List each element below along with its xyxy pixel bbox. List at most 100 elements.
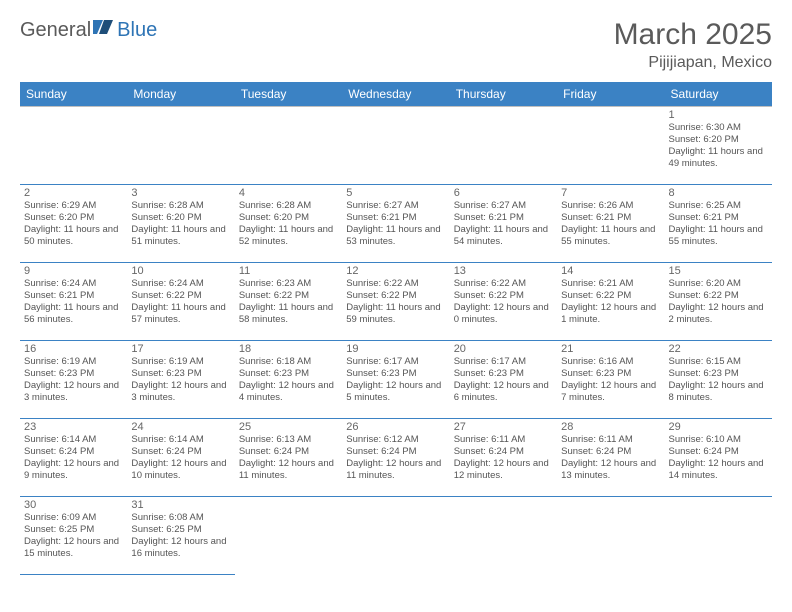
day-cell bbox=[665, 497, 772, 575]
day-cell: 7Sunrise: 6:26 AMSunset: 6:21 PMDaylight… bbox=[557, 185, 664, 263]
day-info: Sunrise: 6:15 AMSunset: 6:23 PMDaylight:… bbox=[669, 356, 768, 404]
day-cell bbox=[450, 497, 557, 575]
week-row: 30Sunrise: 6:09 AMSunset: 6:25 PMDayligh… bbox=[20, 497, 772, 575]
day-number: 3 bbox=[131, 187, 230, 199]
day-cell: 21Sunrise: 6:16 AMSunset: 6:23 PMDayligh… bbox=[557, 341, 664, 419]
day-info: Sunrise: 6:30 AMSunset: 6:20 PMDaylight:… bbox=[669, 122, 768, 170]
logo-text-blue: Blue bbox=[117, 19, 157, 42]
day-info: Sunrise: 6:13 AMSunset: 6:24 PMDaylight:… bbox=[239, 434, 338, 482]
day-info: Sunrise: 6:12 AMSunset: 6:24 PMDaylight:… bbox=[346, 434, 445, 482]
day-info: Sunrise: 6:11 AMSunset: 6:24 PMDaylight:… bbox=[561, 434, 660, 482]
day-info: Sunrise: 6:27 AMSunset: 6:21 PMDaylight:… bbox=[346, 200, 445, 248]
day-cell: 23Sunrise: 6:14 AMSunset: 6:24 PMDayligh… bbox=[20, 419, 127, 497]
day-cell bbox=[20, 107, 127, 185]
day-header: Sunday bbox=[20, 82, 127, 107]
day-cell bbox=[235, 107, 342, 185]
day-info: Sunrise: 6:22 AMSunset: 6:22 PMDaylight:… bbox=[346, 278, 445, 326]
day-info: Sunrise: 6:17 AMSunset: 6:23 PMDaylight:… bbox=[346, 356, 445, 404]
day-number: 9 bbox=[24, 265, 123, 277]
day-number: 19 bbox=[346, 343, 445, 355]
day-number: 6 bbox=[454, 187, 553, 199]
day-number: 17 bbox=[131, 343, 230, 355]
day-number: 15 bbox=[669, 265, 768, 277]
logo: General Blue bbox=[20, 18, 157, 42]
day-cell bbox=[342, 497, 449, 575]
day-number: 10 bbox=[131, 265, 230, 277]
day-cell: 5Sunrise: 6:27 AMSunset: 6:21 PMDaylight… bbox=[342, 185, 449, 263]
day-number: 25 bbox=[239, 421, 338, 433]
day-number: 1 bbox=[669, 109, 768, 121]
day-cell: 11Sunrise: 6:23 AMSunset: 6:22 PMDayligh… bbox=[235, 263, 342, 341]
day-header: Tuesday bbox=[235, 82, 342, 107]
day-cell: 14Sunrise: 6:21 AMSunset: 6:22 PMDayligh… bbox=[557, 263, 664, 341]
day-number: 4 bbox=[239, 187, 338, 199]
day-number: 30 bbox=[24, 499, 123, 511]
day-number: 8 bbox=[669, 187, 768, 199]
calendar-table: SundayMondayTuesdayWednesdayThursdayFrid… bbox=[20, 82, 772, 575]
location-label: Pijijiapan, Mexico bbox=[614, 54, 772, 72]
day-cell: 29Sunrise: 6:10 AMSunset: 6:24 PMDayligh… bbox=[665, 419, 772, 497]
day-header: Friday bbox=[557, 82, 664, 107]
day-info: Sunrise: 6:19 AMSunset: 6:23 PMDaylight:… bbox=[131, 356, 230, 404]
day-cell bbox=[450, 107, 557, 185]
day-info: Sunrise: 6:28 AMSunset: 6:20 PMDaylight:… bbox=[239, 200, 338, 248]
day-cell bbox=[557, 107, 664, 185]
week-row: 16 Sunrise: 6:19 AMSunset: 6:23 PMDayligh… bbox=[20, 341, 772, 419]
day-header: Monday bbox=[127, 82, 234, 107]
day-cell: 4Sunrise: 6:28 AMSunset: 6:20 PMDaylight… bbox=[235, 185, 342, 263]
day-cell: 10Sunrise: 6:24 AMSunset: 6:22 PMDayligh… bbox=[127, 263, 234, 341]
day-cell bbox=[557, 497, 664, 575]
day-number: 18 bbox=[239, 343, 338, 355]
day-number: 14 bbox=[561, 265, 660, 277]
day-cell: 30Sunrise: 6:09 AMSunset: 6:25 PMDayligh… bbox=[20, 497, 127, 575]
day-info: Sunrise: 6:24 AMSunset: 6:21 PMDaylight:… bbox=[24, 278, 123, 326]
day-cell: 25Sunrise: 6:13 AMSunset: 6:24 PMDayligh… bbox=[235, 419, 342, 497]
day-cell: 3Sunrise: 6:28 AMSunset: 6:20 PMDaylight… bbox=[127, 185, 234, 263]
day-info: Sunrise: 6:17 AMSunset: 6:23 PMDaylight:… bbox=[454, 356, 553, 404]
header: General Blue March 2025 Pijijiapan, Mexi… bbox=[20, 18, 772, 72]
day-number: 7 bbox=[561, 187, 660, 199]
day-number: 13 bbox=[454, 265, 553, 277]
day-info: Sunrise: 6:28 AMSunset: 6:20 PMDaylight:… bbox=[131, 200, 230, 248]
day-cell: 6Sunrise: 6:27 AMSunset: 6:21 PMDaylight… bbox=[450, 185, 557, 263]
week-row: 23Sunrise: 6:14 AMSunset: 6:24 PMDayligh… bbox=[20, 419, 772, 497]
day-info: Sunrise: 6:14 AMSunset: 6:24 PMDaylight:… bbox=[24, 434, 123, 482]
day-cell: 15Sunrise: 6:20 AMSunset: 6:22 PMDayligh… bbox=[665, 263, 772, 341]
calendar-body: 1Sunrise: 6:30 AMSunset: 6:20 PMDaylight… bbox=[20, 107, 772, 575]
flag-icon bbox=[93, 18, 115, 42]
day-header: Saturday bbox=[665, 82, 772, 107]
day-cell: 28Sunrise: 6:11 AMSunset: 6:24 PMDayligh… bbox=[557, 419, 664, 497]
week-row: 9Sunrise: 6:24 AMSunset: 6:21 PMDaylight… bbox=[20, 263, 772, 341]
day-number: 26 bbox=[346, 421, 445, 433]
day-info: Sunrise: 6:09 AMSunset: 6:25 PMDaylight:… bbox=[24, 512, 123, 560]
day-cell: 20Sunrise: 6:17 AMSunset: 6:23 PMDayligh… bbox=[450, 341, 557, 419]
day-info: Sunrise: 6:24 AMSunset: 6:22 PMDaylight:… bbox=[131, 278, 230, 326]
day-info: Sunrise: 6:22 AMSunset: 6:22 PMDaylight:… bbox=[454, 278, 553, 326]
day-cell: 27Sunrise: 6:11 AMSunset: 6:24 PMDayligh… bbox=[450, 419, 557, 497]
day-cell: 26Sunrise: 6:12 AMSunset: 6:24 PMDayligh… bbox=[342, 419, 449, 497]
day-number: 27 bbox=[454, 421, 553, 433]
day-cell: 31Sunrise: 6:08 AMSunset: 6:25 PMDayligh… bbox=[127, 497, 234, 575]
title-block: March 2025 Pijijiapan, Mexico bbox=[614, 18, 772, 72]
day-cell: 2Sunrise: 6:29 AMSunset: 6:20 PMDaylight… bbox=[20, 185, 127, 263]
day-number: 24 bbox=[131, 421, 230, 433]
day-number: 12 bbox=[346, 265, 445, 277]
day-header-row: SundayMondayTuesdayWednesdayThursdayFrid… bbox=[20, 82, 772, 107]
week-row: 1Sunrise: 6:30 AMSunset: 6:20 PMDaylight… bbox=[20, 107, 772, 185]
day-cell bbox=[235, 497, 342, 575]
day-info: Sunrise: 6:26 AMSunset: 6:21 PMDaylight:… bbox=[561, 200, 660, 248]
day-info: Sunrise: 6:29 AMSunset: 6:20 PMDaylight:… bbox=[24, 200, 123, 248]
day-info: Sunrise: 6:21 AMSunset: 6:22 PMDaylight:… bbox=[561, 278, 660, 326]
day-info: Sunrise: 6:18 AMSunset: 6:23 PMDaylight:… bbox=[239, 356, 338, 404]
day-number: 16 bbox=[24, 343, 123, 355]
day-number: 23 bbox=[24, 421, 123, 433]
day-number: 29 bbox=[669, 421, 768, 433]
day-number: 31 bbox=[131, 499, 230, 511]
day-info: Sunrise: 6:23 AMSunset: 6:22 PMDaylight:… bbox=[239, 278, 338, 326]
day-cell: 13Sunrise: 6:22 AMSunset: 6:22 PMDayligh… bbox=[450, 263, 557, 341]
day-header: Wednesday bbox=[342, 82, 449, 107]
day-number: 11 bbox=[239, 265, 338, 277]
day-cell: 8Sunrise: 6:25 AMSunset: 6:21 PMDaylight… bbox=[665, 185, 772, 263]
day-number: 22 bbox=[669, 343, 768, 355]
day-info: Sunrise: 6:11 AMSunset: 6:24 PMDaylight:… bbox=[454, 434, 553, 482]
